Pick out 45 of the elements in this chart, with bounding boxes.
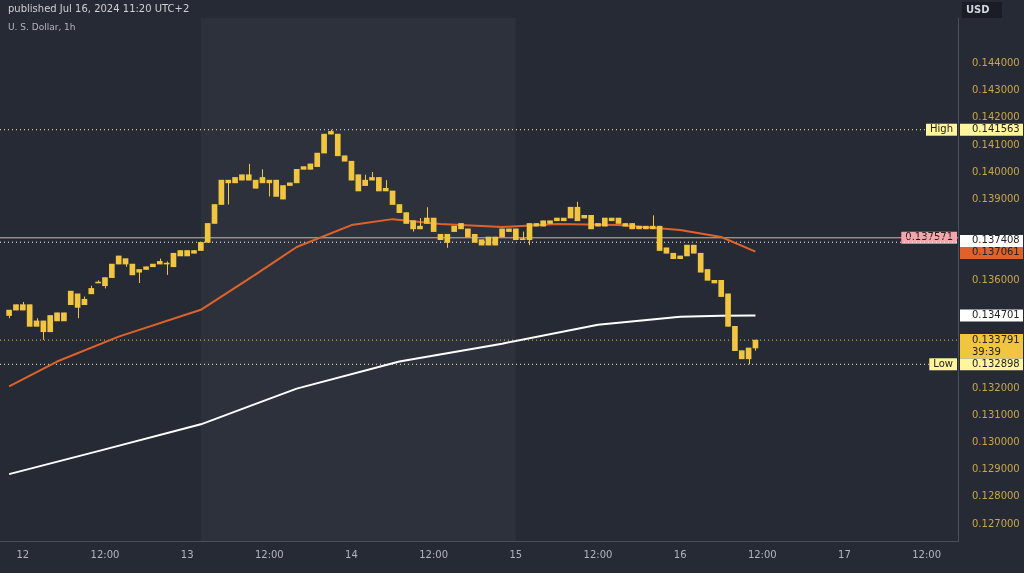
y-tick-label: 0.140000 (972, 165, 1020, 177)
y-tick-label: 0.142000 (972, 111, 1020, 123)
text: 39:39 (972, 345, 1001, 357)
y-tick-label: 0.130000 (972, 436, 1020, 448)
ref-line-label: Low (933, 357, 954, 369)
ref-line-label: 0.137571 (905, 231, 953, 243)
y-tick-label: 0.144000 (972, 57, 1020, 69)
x-tick-label: 12 (16, 548, 30, 560)
text: U. S. Dollar, 1h (8, 22, 76, 33)
y-tick-label: 0.131000 (972, 409, 1020, 421)
candlestick (389, 190, 396, 206)
text: published Jul 16, 2024 11:20 UTC+2 (8, 2, 190, 14)
x-tick-label: 12:00 (90, 548, 120, 560)
y-tick-label: 0.128000 (972, 490, 1020, 502)
y-tick-label: 0.133791 (972, 333, 1020, 345)
y-tick-label: 0.137408 (972, 234, 1020, 246)
x-tick-label: 12:00 (583, 548, 613, 560)
y-tick-label: 0.129000 (972, 463, 1020, 475)
x-tick-label: 12:00 (254, 548, 284, 560)
y-tick-label: 0.141000 (972, 138, 1020, 150)
y-tick-label: 0.132000 (972, 382, 1020, 394)
candlestick (321, 133, 327, 154)
candlestick (704, 268, 711, 281)
y-tick-label: 0.127000 (972, 517, 1020, 529)
y-tick-label: 0.139000 (972, 192, 1020, 204)
y-tick-label: 0.136000 (972, 273, 1020, 285)
y-axis-title: USD (966, 3, 990, 15)
ref-line-label: High (930, 123, 953, 135)
y-tick-label: 0.137061 (972, 246, 1020, 258)
x-tick-label: 12:00 (419, 548, 449, 560)
x-tick-label: 12:00 (912, 548, 942, 560)
x-tick-label: 15 (509, 548, 523, 560)
x-tick-label: 13 (180, 548, 194, 560)
y-tick-label: 0.141563 (972, 123, 1020, 135)
x-tick-label: 12:00 (747, 548, 777, 560)
x-tick-label: 14 (345, 548, 358, 560)
y-tick-label: 0.143000 (972, 84, 1020, 96)
candlestick (437, 233, 444, 241)
x-tick-label: 16 (673, 548, 687, 560)
y-tick-label: 0.132898 (972, 357, 1020, 369)
y-tick-label: 0.134701 (972, 309, 1020, 321)
x-tick-label: 17 (838, 548, 851, 560)
candlestick (615, 217, 622, 224)
candlestick (252, 179, 259, 189)
candlestick (567, 206, 574, 219)
